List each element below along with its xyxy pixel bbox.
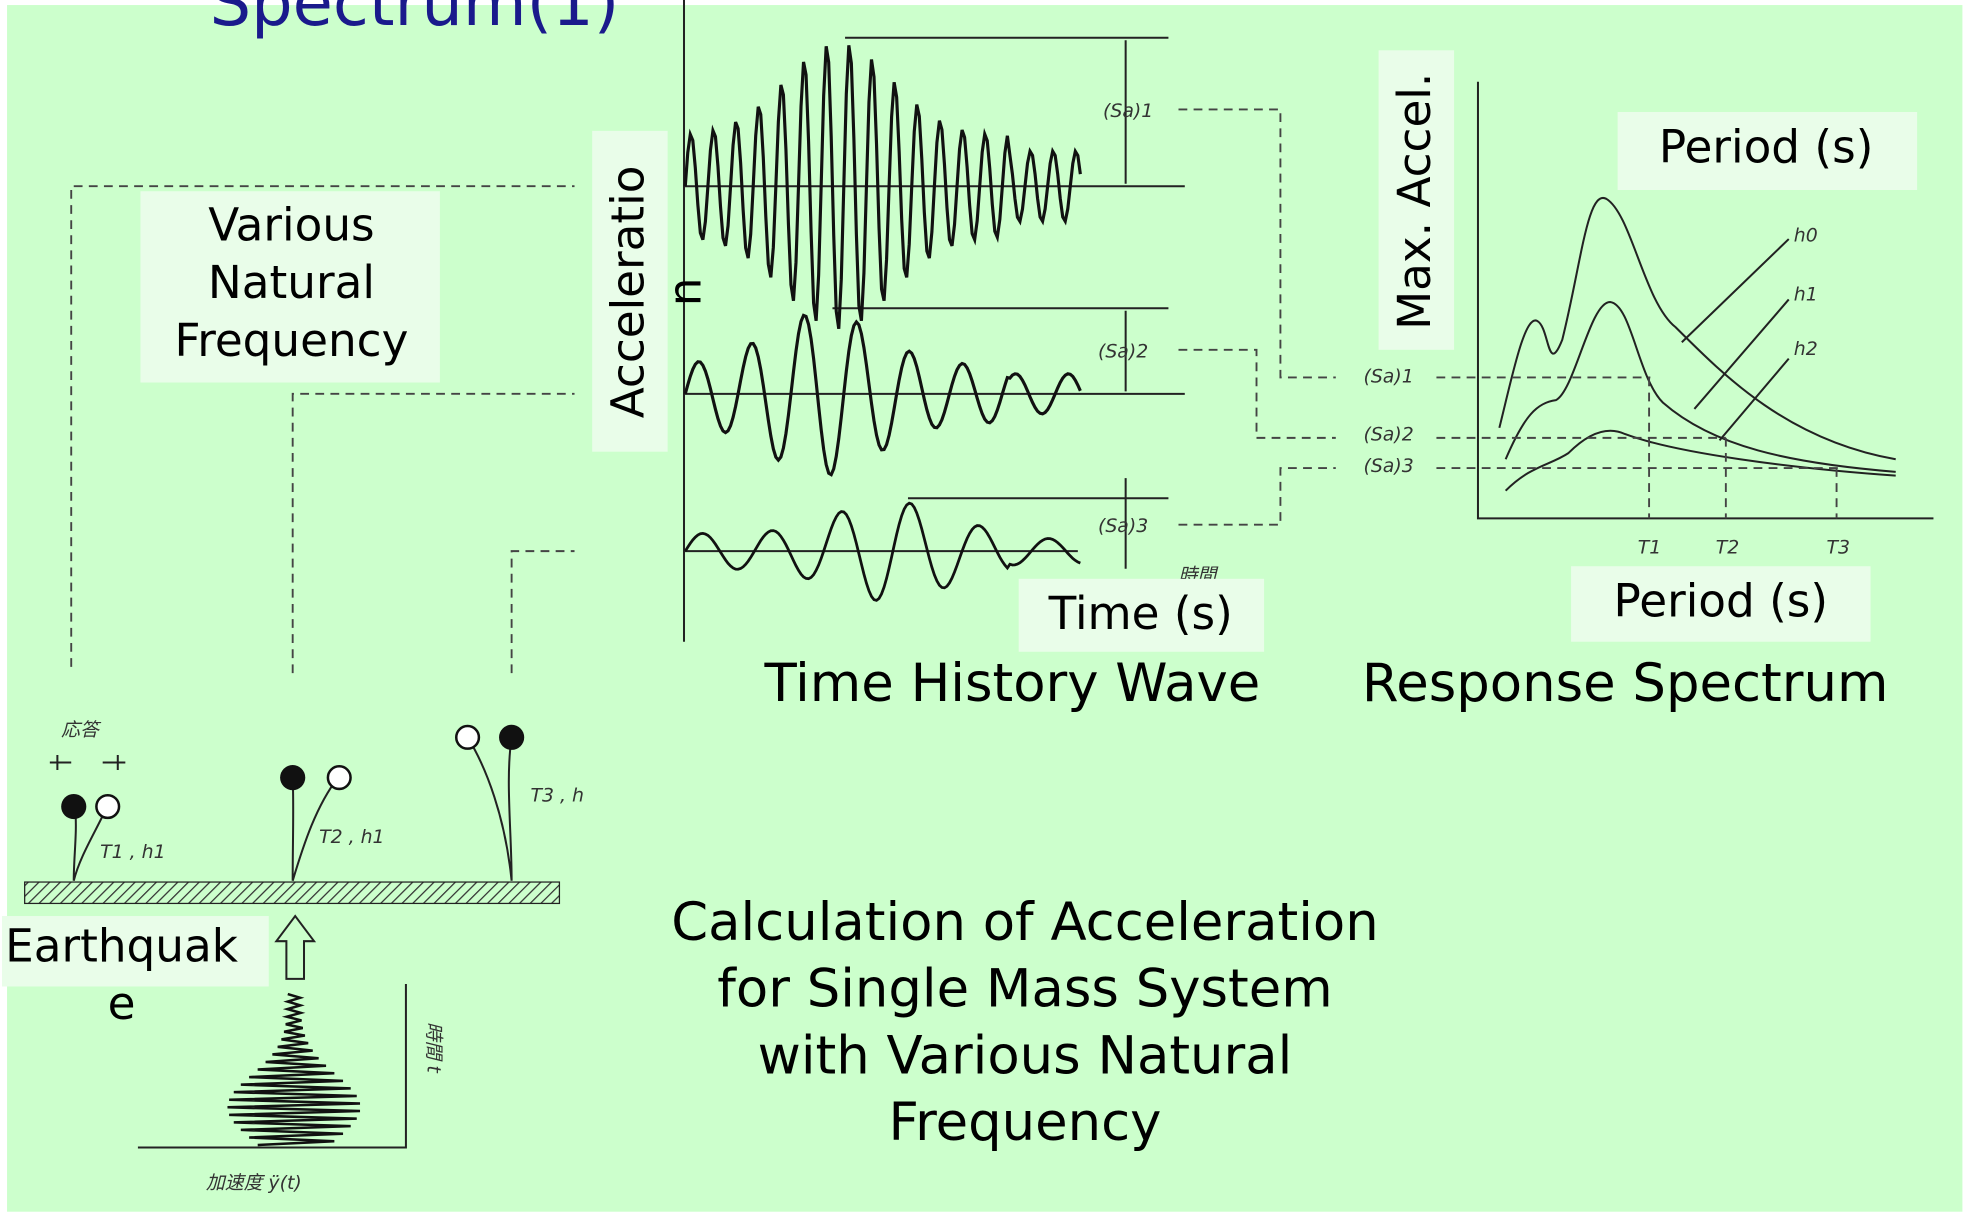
wave — [227, 992, 361, 1147]
label: 応答 — [61, 719, 102, 741]
label: T1 — [1638, 537, 1662, 559]
label: (Sa)2 — [1363, 423, 1413, 445]
max-accel-label: Max. Accel. — [1388, 73, 1441, 330]
wave — [684, 501, 1081, 602]
label: 時間 t — [422, 1022, 444, 1074]
label: h1 — [1794, 284, 1818, 306]
time-label: Time (s) — [1048, 587, 1233, 640]
label: (Sa)1 — [1363, 366, 1413, 388]
title: Spectrum(1) — [210, 0, 620, 41]
wave — [683, 45, 1082, 330]
label: (Sa)3 — [1363, 455, 1413, 477]
acceleration-label: Acceleratio — [602, 166, 655, 419]
period-label: Period (s) — [1614, 575, 1829, 628]
earthquake-label: Earthquak e — [5, 919, 239, 1030]
acceleration-label: n — [658, 278, 711, 307]
label: 加速度 ÿ(t) — [206, 1172, 302, 1194]
oscillator-diagram: 応答 T1 , h1 T2 , h1 T3 , h 加速度 ÿ(t) 時間 t — [24, 719, 584, 1194]
label: T2 — [1716, 537, 1740, 559]
period-label: Period (s) — [1659, 120, 1874, 173]
label: T3 — [1827, 537, 1851, 559]
spectrum-diagram: (Sa)1 (Sa)2 (Sa)3 h0 h1 h2 T1 T2 T3 — [1363, 81, 1934, 559]
label: h2 — [1794, 338, 1818, 360]
response-spectrum-title: Response Spectrum — [1362, 653, 1889, 714]
caption: Calculation of Acceleration for Single Ma… — [671, 892, 1378, 1153]
label: (Sa)1 — [1103, 100, 1153, 122]
time-history-title: Time History Wave — [764, 653, 1261, 714]
label: T2 , h1 — [319, 826, 384, 848]
label: (Sa)3 — [1098, 515, 1148, 537]
wave — [683, 313, 1082, 477]
various-natural-frequency: Various Natural Frequency — [174, 198, 408, 367]
label: T3 , h — [530, 785, 583, 807]
label: T1 , h1 — [100, 841, 165, 863]
label: h0 — [1794, 225, 1818, 247]
label: (Sa)2 — [1098, 340, 1148, 362]
time-history-diagram: (Sa)1 (Sa)2 (Sa)3 時間 — [70, 0, 1336, 674]
